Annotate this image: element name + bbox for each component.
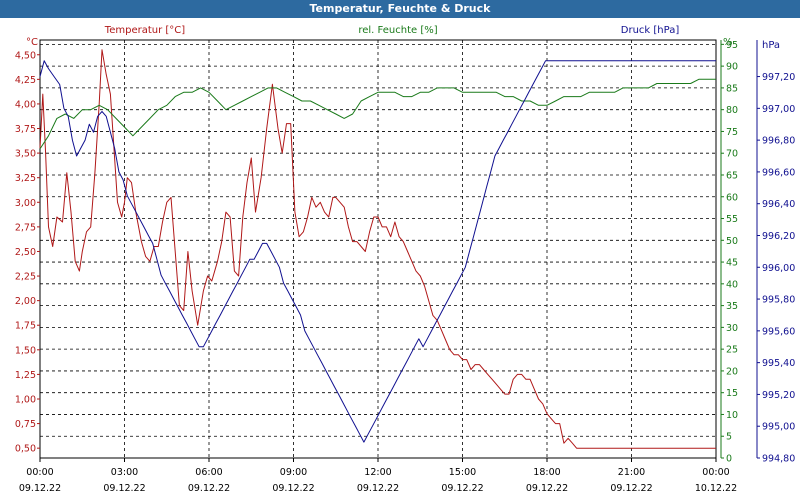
series-line-temperature (39, 49, 716, 449)
x-tick-label-date: 09.12.22 (188, 483, 230, 494)
y-tick-label-humidity: 10 (726, 410, 738, 421)
y-tick-label-temperature: 3,00 (15, 198, 36, 209)
y-tick-label-humidity: 70 (726, 149, 738, 160)
x-tick-label-date: 09.12.22 (357, 483, 399, 494)
x-tick-label-time: 15:00 (449, 467, 476, 478)
y-tick-label-pressure: 997,00 (762, 104, 795, 115)
y-axis-unit-pressure: hPa (762, 40, 780, 51)
y-tick-label-pressure: 995,60 (762, 326, 795, 337)
y-axis-unit-humidity: % (723, 37, 733, 48)
series-line-humidity (39, 78, 716, 150)
y-tick-label-temperature: 4,50 (15, 50, 36, 61)
y-tick-label-humidity: 65 (726, 170, 738, 181)
x-tick-label-date: 09.12.22 (441, 483, 483, 494)
y-tick-label-humidity: 5 (726, 432, 732, 443)
series-line-pressure (39, 60, 716, 443)
x-tick-label-time: 18:00 (533, 467, 560, 478)
y-tick-label-temperature: 3,50 (15, 149, 36, 160)
y-tick-label-humidity: 35 (726, 301, 738, 312)
y-tick-label-temperature: 4,00 (15, 99, 36, 110)
y-tick-label-humidity: 95 (726, 40, 738, 51)
x-tick-label-time: 06:00 (195, 467, 222, 478)
y-tick-label-humidity: 40 (726, 279, 738, 290)
x-tick-label-time: 00:00 (26, 467, 53, 478)
y-tick-label-pressure: 995,00 (762, 422, 795, 433)
y-tick-label-humidity: 85 (726, 83, 738, 94)
y-tick-label-temperature: 4,25 (15, 75, 36, 86)
y-tick-label-temperature: 2,25 (15, 272, 36, 283)
y-tick-label-humidity: 60 (726, 192, 738, 203)
x-tick-label-date: 10.12.22 (695, 483, 737, 494)
chart-area: 00:00 09.12.22 03:00 09.12.22 06:00 09.12.22 0… (15, 25, 795, 494)
y-tick-label-temperature: 3,25 (15, 173, 36, 184)
y-tick-label-pressure: 995,40 (762, 358, 795, 369)
y-tick-label-temperature: 2,00 (15, 296, 36, 307)
x-tick-label-time: 03:00 (111, 467, 138, 478)
y-tick-label-humidity: 45 (726, 258, 738, 269)
chart-title: Temperatur, Feuchte & Druck (0, 0, 800, 18)
y-tick-label-pressure: 997,20 (762, 72, 795, 83)
x-tick-label-time: 00:00 (702, 467, 729, 478)
y-tick-label-temperature: 2,75 (15, 222, 36, 233)
y-tick-label-temperature: 0,75 (15, 419, 36, 430)
x-tick-label-time: 09:00 (280, 467, 307, 478)
y-tick-label-pressure: 995,20 (762, 390, 795, 401)
y-tick-label-pressure: 996,40 (762, 199, 795, 210)
y-tick-label-temperature: 1,25 (15, 370, 36, 381)
y-tick-label-temperature: 2,50 (15, 247, 36, 258)
y-tick-label-humidity: 90 (726, 62, 738, 73)
y-tick-label-humidity: 50 (726, 236, 738, 247)
y-tick-label-humidity: 55 (726, 214, 738, 225)
y-axis-unit-temperature: °C (26, 37, 38, 48)
y-tick-label-humidity: 0 (726, 454, 732, 465)
y-tick-label-temperature: 1,75 (15, 321, 36, 332)
x-tick-label-date: 09.12.22 (526, 483, 568, 494)
y-tick-label-temperature: 0,50 (15, 444, 36, 455)
y-tick-label-humidity: 20 (726, 366, 738, 377)
x-tick-label-time: 21:00 (618, 467, 645, 478)
y-tick-label-pressure: 995,80 (762, 295, 795, 306)
legend-humidity: rel. Feuchte [%] (358, 25, 437, 36)
y-tick-label-humidity: 30 (726, 323, 738, 334)
y-tick-label-humidity: 75 (726, 127, 738, 138)
x-tick-label-date: 09.12.22 (103, 483, 145, 494)
y-tick-label-humidity: 80 (726, 105, 738, 116)
y-tick-label-pressure: 994,80 (762, 454, 795, 465)
y-tick-label-pressure: 996,60 (762, 167, 795, 178)
x-tick-label-time: 12:00 (364, 467, 391, 478)
y-tick-label-temperature: 3,75 (15, 124, 36, 135)
y-tick-label-humidity: 15 (726, 388, 738, 399)
y-tick-label-pressure: 996,80 (762, 136, 795, 147)
y-tick-label-temperature: 1,00 (15, 394, 36, 405)
x-tick-label-date: 09.12.22 (19, 483, 61, 494)
y-tick-label-pressure: 996,20 (762, 231, 795, 242)
legend-pressure: Druck [hPa] (621, 25, 680, 36)
x-tick-label-date: 09.12.22 (610, 483, 652, 494)
y-tick-label-humidity: 25 (726, 345, 738, 356)
x-tick-label-date: 09.12.22 (272, 483, 314, 494)
y-tick-label-pressure: 996,00 (762, 263, 795, 274)
legend-temperature: Temperatur [°C] (104, 25, 185, 36)
y-tick-label-temperature: 1,50 (15, 345, 36, 356)
